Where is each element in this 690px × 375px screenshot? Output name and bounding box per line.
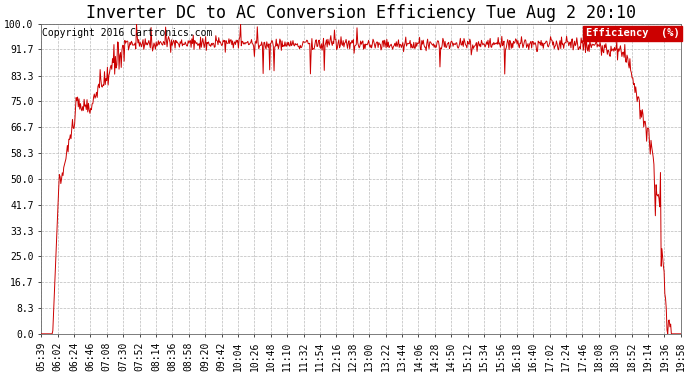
Text: Copyright 2016 Cartronics.com: Copyright 2016 Cartronics.com	[42, 28, 213, 38]
Text: Efficiency  (%): Efficiency (%)	[586, 28, 680, 38]
Title: Inverter DC to AC Conversion Efficiency Tue Aug 2 20:10: Inverter DC to AC Conversion Efficiency …	[86, 4, 636, 22]
